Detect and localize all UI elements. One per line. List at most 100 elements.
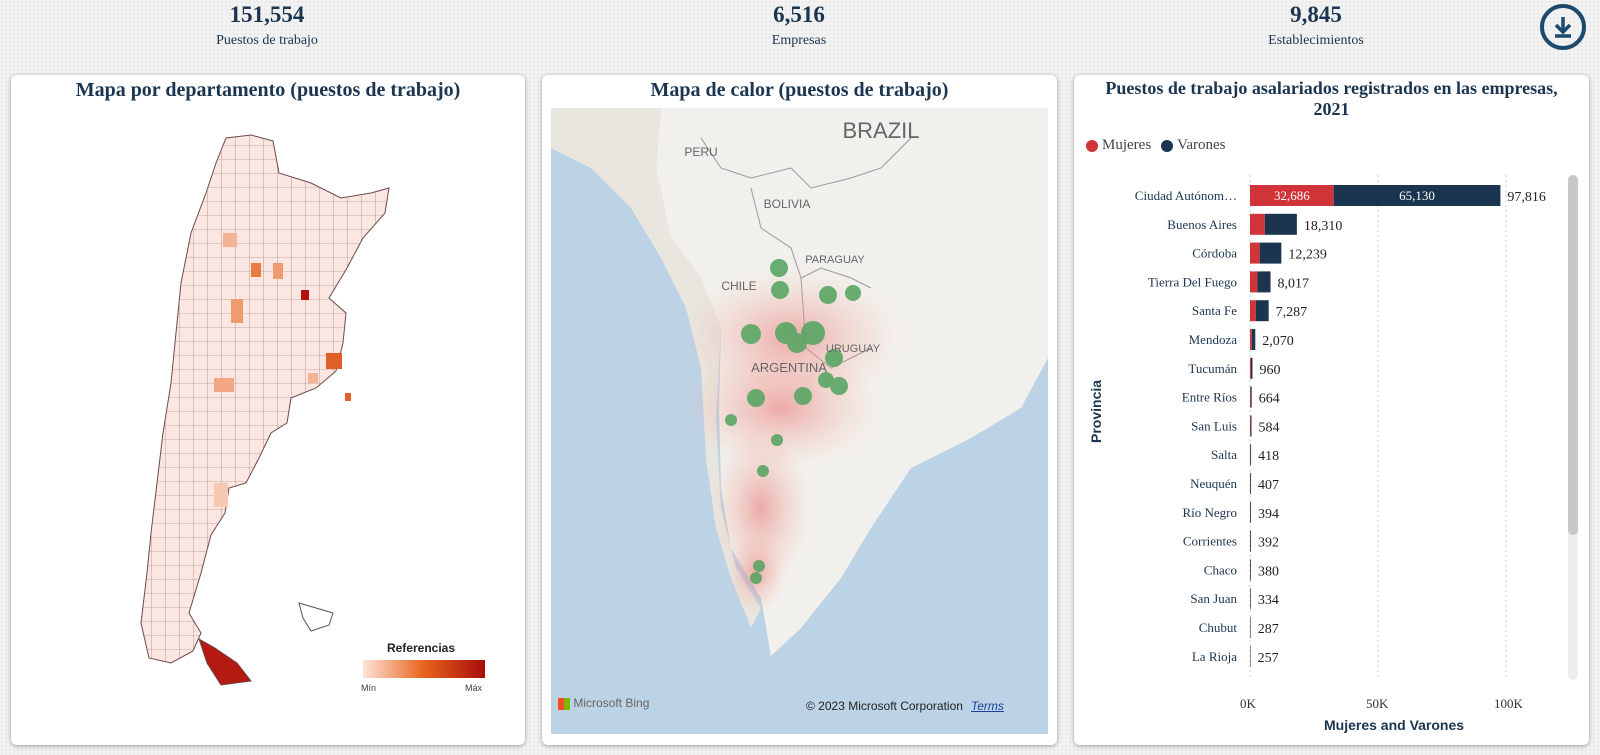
bar-mujeres[interactable] xyxy=(1250,242,1260,264)
total-label: 407 xyxy=(1258,478,1279,493)
download-button[interactable] xyxy=(1540,4,1586,50)
x-tick: 0K xyxy=(1240,696,1256,711)
bar-chart-panel: Puestos de trabajo asalariados registrad… xyxy=(1074,75,1589,745)
total-label: 664 xyxy=(1259,392,1280,407)
category-label: Entre Ríos xyxy=(1182,390,1237,405)
bing-text: Microsoft Bing xyxy=(573,696,650,710)
legend-label: Mujeres xyxy=(1102,137,1152,153)
bar-varones[interactable] xyxy=(1250,357,1253,379)
total-label: 287 xyxy=(1258,622,1279,637)
total-label: 584 xyxy=(1258,420,1279,435)
kpi-value: 9,845 xyxy=(1290,2,1342,27)
terms-link[interactable]: Terms xyxy=(971,699,1004,713)
category-label: Tierra Del Fuego xyxy=(1148,274,1237,289)
argentina-choropleth-map[interactable]: Referencias Mín Máx xyxy=(11,103,525,743)
bar-varones[interactable] xyxy=(1250,588,1251,610)
scrollbar-thumb[interactable] xyxy=(1568,175,1578,535)
x-tick: 100K xyxy=(1494,696,1523,711)
chart-legend: Mujeres Varones xyxy=(1086,137,1235,154)
map-label-brazil: BRAZIL xyxy=(842,118,919,143)
x-tick: 50K xyxy=(1366,696,1389,711)
total-label: 7,287 xyxy=(1276,305,1308,320)
map-label-paraguay: PARAGUAY xyxy=(805,254,865,266)
kpi-label: Establecimientos xyxy=(1268,33,1364,48)
bar-varones[interactable] xyxy=(1255,300,1269,322)
bar-varones[interactable] xyxy=(1264,213,1297,235)
category-label: Corrientes xyxy=(1183,534,1237,549)
map-label-chile: CHILE xyxy=(721,279,756,293)
bar-mujeres[interactable] xyxy=(1250,415,1251,437)
bar-mujeres[interactable] xyxy=(1250,386,1251,408)
map-label-uruguay: URUGUAY xyxy=(826,343,881,355)
kpi-label: Empresas xyxy=(771,33,827,48)
bar-mujeres[interactable] xyxy=(1250,329,1252,350)
bar-varones[interactable] xyxy=(1251,329,1256,350)
bar-varones[interactable] xyxy=(1250,386,1252,408)
kpi-puestos: 151,554 Puestos de trabajo xyxy=(137,0,397,49)
legend-dot xyxy=(1086,139,1098,152)
bar-varones[interactable] xyxy=(1250,473,1252,494)
bar-varones[interactable] xyxy=(1250,530,1252,552)
bar-chart[interactable]: Ciudad Autónom… 32,686 65,130 97,816 Buenos … xyxy=(1074,175,1564,695)
bar-varones[interactable] xyxy=(1250,559,1251,581)
kpi-label: Puestos de trabajo xyxy=(216,33,318,48)
category-label: San Juan xyxy=(1190,591,1237,606)
panel-title: Mapa por departamento (puestos de trabaj… xyxy=(75,79,461,101)
category-label: Buenos Aires xyxy=(1167,217,1237,232)
bar-mujeres[interactable] xyxy=(1250,185,1334,206)
bar-mujeres[interactable] xyxy=(1250,271,1258,293)
bar-varones[interactable] xyxy=(1257,271,1271,293)
bar-varones[interactable] xyxy=(1259,242,1282,264)
chart-title: Puestos de trabajo asalariados registrad… xyxy=(1105,78,1558,119)
total-label: 18,310 xyxy=(1304,219,1343,234)
total-label: 960 xyxy=(1259,363,1280,378)
total-label: 8,017 xyxy=(1278,276,1310,291)
heat-map[interactable]: BRAZIL PERU BOLIVIA PARAGUAY CHILE ARGEN… xyxy=(551,108,1048,734)
category-label: Neuquén xyxy=(1190,476,1237,491)
category-label: Ciudad Autónom… xyxy=(1135,188,1237,203)
kpi-establecimientos: 9,845 Establecimientos xyxy=(1186,0,1446,49)
bar-varones[interactable] xyxy=(1333,185,1501,206)
map-label-bolivia: BOLIVIA xyxy=(764,197,811,211)
bar-mujeres[interactable] xyxy=(1250,300,1256,322)
x-axis-label: Mujeres and Varones xyxy=(1324,717,1465,733)
department-map-panel: Mapa por departamento (puestos de trabaj… xyxy=(11,75,525,745)
map-copyright: © 2023 Microsoft Corporation xyxy=(806,699,963,713)
legend-item-varones[interactable]: Varones xyxy=(1161,137,1225,154)
total-label: 334 xyxy=(1258,593,1279,608)
panel-title: Mapa de calor (puestos de trabajo) xyxy=(650,79,949,101)
bar-varones[interactable] xyxy=(1250,501,1252,523)
legend-item-mujeres[interactable]: Mujeres xyxy=(1086,137,1151,154)
category-label: Santa Fe xyxy=(1192,303,1237,318)
map-label-argentina: ARGENTINA xyxy=(751,360,827,375)
legend-min: Mín xyxy=(361,683,376,693)
total-label: 12,239 xyxy=(1288,248,1327,263)
category-label: San Luis xyxy=(1191,418,1237,433)
chart-scrollbar[interactable] xyxy=(1568,175,1578,680)
bar-varones[interactable] xyxy=(1250,444,1252,466)
total-label: 380 xyxy=(1258,564,1279,579)
category-label: Salta xyxy=(1211,447,1237,462)
total-label: 97,816 xyxy=(1507,190,1546,205)
category-label: Chubut xyxy=(1199,620,1238,635)
category-label: Río Negro xyxy=(1182,505,1237,520)
kpi-value: 6,516 xyxy=(773,2,825,27)
total-label: 394 xyxy=(1258,507,1279,522)
segment-label-varones: 65,130 xyxy=(1399,188,1435,203)
bar-varones[interactable] xyxy=(1250,415,1252,437)
category-label: Córdoba xyxy=(1192,246,1237,261)
bar-mujeres[interactable] xyxy=(1250,213,1265,235)
map-label-peru: PERU xyxy=(684,145,717,159)
total-label: 257 xyxy=(1258,651,1279,666)
legend-label: Varones xyxy=(1177,137,1226,153)
segment-label-mujeres: 32,686 xyxy=(1274,188,1310,203)
total-label: 2,070 xyxy=(1262,334,1294,349)
legend-title: Referencias xyxy=(387,641,455,655)
bing-logo: Microsoft Bing xyxy=(558,696,649,710)
category-label: Mendoza xyxy=(1189,332,1238,347)
category-label: Chaco xyxy=(1204,562,1237,577)
total-label: 392 xyxy=(1258,536,1279,551)
legend-gradient xyxy=(363,660,485,678)
bar-mujeres[interactable] xyxy=(1250,357,1251,379)
category-label: Tucumán xyxy=(1188,361,1237,376)
